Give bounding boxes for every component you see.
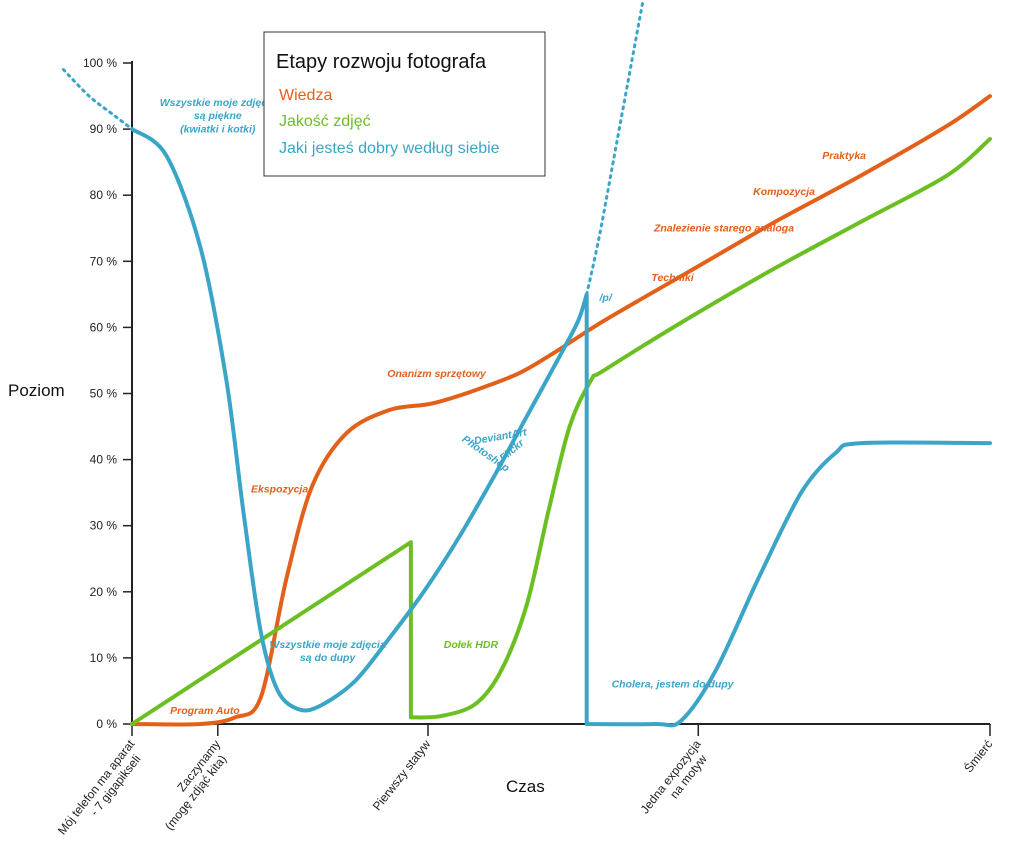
series-line-0 xyxy=(130,94,992,727)
annotation: Znalezienie starego analoga xyxy=(653,223,794,235)
legend: Etapy rozwoju fotografa Wiedza Jakość zd… xyxy=(263,31,546,177)
x-axis-title: Czas xyxy=(506,777,545,796)
x-tick-label-line: Śmierć xyxy=(961,737,996,776)
y-tick-label: 60 % xyxy=(90,320,118,334)
series-dotted-end-2 xyxy=(585,2,644,296)
x-tick-label: Śmierć xyxy=(961,737,996,776)
grid-layer xyxy=(131,61,990,725)
x-tick-label: Mój telefon ma aparat- 7 gigapikseli xyxy=(55,737,144,838)
annotation: Kompozycja xyxy=(753,186,815,198)
y-tick-layer: 0 % 10 % 20 % 30 % 40 % 50 % 60 % 70 % 80 % 90 % 1… xyxy=(83,56,132,731)
y-tick-label: 90 % xyxy=(90,122,118,136)
annotation: są piękne xyxy=(194,110,242,122)
annotation: Onanizm sprzętowy xyxy=(387,368,487,380)
annotation: Program Auto xyxy=(170,705,240,717)
x-tick-label-line: Pierwszy statyw xyxy=(370,737,434,813)
annotation: Wszystkie moje zdjęcia xyxy=(160,97,276,109)
x-tick-label: Zaczynamy(mogę zdjąć kita) xyxy=(162,737,229,833)
annotation: Ekspozycja xyxy=(251,484,308,496)
legend-item-1: Jakość zdjęć xyxy=(279,113,371,130)
legend-item-0: Wiedza xyxy=(279,87,332,104)
annotation: Dołek HDR xyxy=(444,639,499,651)
x-tick-label: Pierwszy statyw xyxy=(370,737,434,813)
y-axis-title: Poziom xyxy=(8,381,65,400)
y-tick-label: 10 % xyxy=(90,651,118,665)
y-tick-label: 100 % xyxy=(83,56,117,70)
series-line-2 xyxy=(130,127,992,728)
annotation: Cholera, jestem do dupy xyxy=(612,679,735,691)
annotation: Praktyka xyxy=(822,150,866,162)
series-line-1 xyxy=(130,137,992,726)
x-tick-label-line: Mój telefon ma aparat xyxy=(55,737,138,838)
y-tick-label: 50 % xyxy=(90,387,118,401)
annotation: Techniki xyxy=(651,272,694,284)
annotation: Wszystkie moje zdjęcia xyxy=(270,639,386,651)
legend-box xyxy=(263,31,546,177)
chart-title: Etapy rozwoju fotografa xyxy=(276,51,487,73)
series-dotted-start-2 xyxy=(61,68,134,131)
y-tick-label: 40 % xyxy=(90,453,118,467)
annotation: (kwiatki i kotki) xyxy=(180,123,256,135)
y-tick-label: 80 % xyxy=(90,188,118,202)
y-tick-label: 20 % xyxy=(90,585,118,599)
series-layer xyxy=(61,2,992,728)
annotation: są do dupy xyxy=(300,652,357,664)
y-tick-label: 0 % xyxy=(96,717,117,731)
annotation: /p/ xyxy=(598,292,612,304)
y-tick-label: 70 % xyxy=(90,254,118,268)
y-tick-label: 30 % xyxy=(90,519,118,533)
legend-item-2: Jaki jesteś dobry według siebie xyxy=(279,140,500,157)
